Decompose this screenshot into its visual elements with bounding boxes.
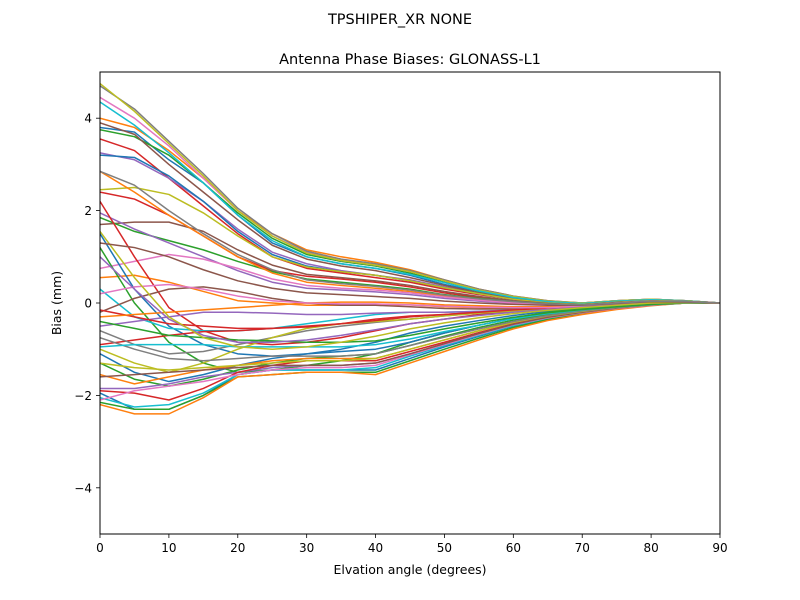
y-tick-label: −4 xyxy=(74,481,92,495)
x-tick-label: 50 xyxy=(437,541,452,555)
series-line-29 xyxy=(100,302,720,383)
series-line-10 xyxy=(100,101,720,305)
series-line-48 xyxy=(100,230,720,350)
y-tick-label: 4 xyxy=(84,112,92,126)
x-axis: 0 10 20 30 40 50 60 70 80 90 xyxy=(96,534,728,555)
series-line-37 xyxy=(100,302,720,415)
series-line-1 xyxy=(100,126,720,304)
x-tick-label: 90 xyxy=(712,541,727,555)
y-tick-label: 0 xyxy=(84,297,92,311)
figure-suptitle: TPSHIPER_XR NONE xyxy=(327,12,472,28)
y-axis: −4 −2 0 2 4 xyxy=(74,112,100,495)
y-axis-label: Bias (mm) xyxy=(49,271,64,335)
series-line-6 xyxy=(100,122,720,305)
series-layer xyxy=(100,82,720,415)
x-tick-label: 60 xyxy=(506,541,521,555)
series-line-41 xyxy=(100,302,720,362)
y-tick-label: 2 xyxy=(84,204,92,218)
x-tick-label: 20 xyxy=(230,541,245,555)
y-tick-label: −2 xyxy=(74,389,92,403)
chart-title: Antenna Phase Biases: GLONASS-L1 xyxy=(279,52,541,68)
x-tick-label: 80 xyxy=(643,541,658,555)
x-tick-label: 40 xyxy=(368,541,383,555)
x-tick-label: 70 xyxy=(575,541,590,555)
series-line-50 xyxy=(100,170,720,306)
x-tick-label: 30 xyxy=(299,541,314,555)
series-line-31 xyxy=(100,302,720,385)
x-tick-label: 10 xyxy=(161,541,176,555)
x-tick-label: 0 xyxy=(96,541,104,555)
x-axis-label: Elvation angle (degrees) xyxy=(333,562,486,577)
